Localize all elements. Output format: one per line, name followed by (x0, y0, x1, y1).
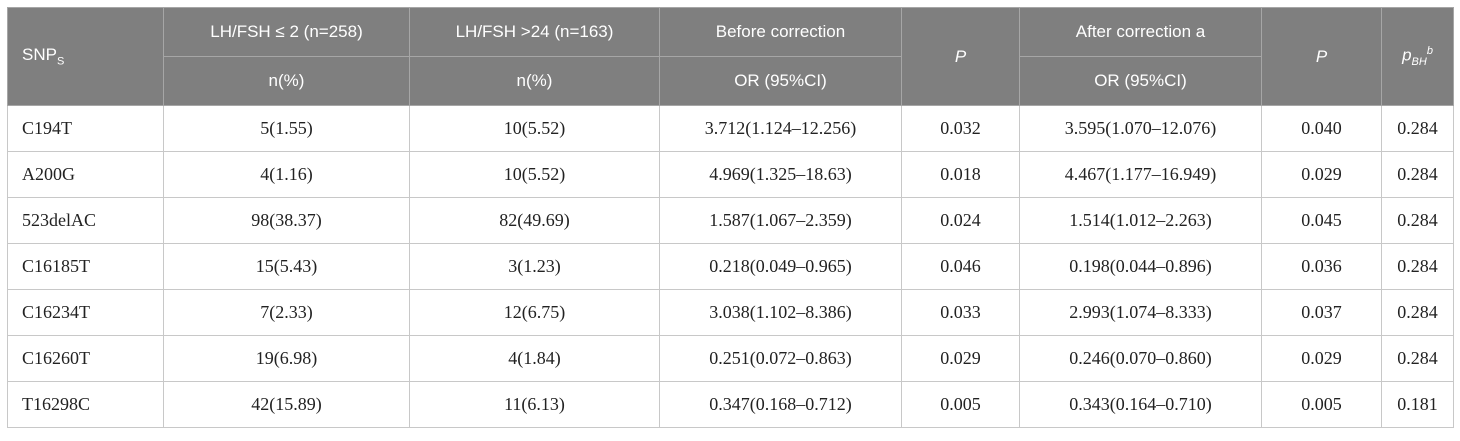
header-or-before: OR (95%CI) (659, 56, 902, 106)
cell-group2: 3(1.23) (409, 243, 660, 290)
cell-snp: C16185T (7, 243, 164, 290)
header-pbh-base: p (1402, 45, 1412, 65)
cell-snp: A200G (7, 151, 164, 198)
cell-pbh: 0.284 (1381, 151, 1454, 198)
header-n-group1: n(%) (163, 56, 410, 106)
cell-pbh: 0.181 (1381, 381, 1454, 428)
header-group1: LH/FSH ≤ 2 (n=258) (163, 7, 410, 57)
header-snps: SNPS (7, 7, 164, 106)
cell-group1: 42(15.89) (163, 381, 410, 428)
cell-or-after: 2.993(1.074–8.333) (1019, 289, 1262, 336)
header-before-correction: Before correction (659, 7, 902, 57)
cell-or-after: 4.467(1.177–16.949) (1019, 151, 1262, 198)
header-row-1: SNPS LH/FSH ≤ 2 (n=258) LH/FSH >24 (n=16… (7, 7, 1454, 106)
table-row: C16234T 7(2.33) 12(6.75) 3.038(1.102–8.3… (7, 289, 1454, 336)
table-body: C194T 5(1.55) 10(5.52) 3.712(1.124–12.25… (7, 105, 1454, 428)
cell-pbh: 0.284 (1381, 197, 1454, 244)
header-n-group2: n(%) (409, 56, 660, 106)
cell-group1: 5(1.55) (163, 105, 410, 152)
results-table: SNPS LH/FSH ≤ 2 (n=258) LH/FSH >24 (n=16… (7, 7, 1454, 428)
cell-snp: C16234T (7, 289, 164, 336)
cell-or-before: 3.712(1.124–12.256) (659, 105, 902, 152)
cell-pbh: 0.284 (1381, 243, 1454, 290)
cell-group1: 19(6.98) (163, 335, 410, 382)
cell-group2: 10(5.52) (409, 151, 660, 198)
header-pbh: pBHb (1381, 7, 1454, 106)
header-snps-text: SNP (22, 45, 57, 65)
header-or-after: OR (95%CI) (1019, 56, 1262, 106)
cell-snp: C16260T (7, 335, 164, 382)
cell-snp: C194T (7, 105, 164, 152)
table-row: A200G 4(1.16) 10(5.52) 4.969(1.325–18.63… (7, 151, 1454, 198)
cell-p-before: 0.033 (901, 289, 1020, 336)
table-header: SNPS LH/FSH ≤ 2 (n=258) LH/FSH >24 (n=16… (7, 7, 1454, 106)
cell-or-before: 0.347(0.168–0.712) (659, 381, 902, 428)
cell-p-after: 0.040 (1261, 105, 1382, 152)
header-snps-subscript: S (56, 55, 65, 68)
header-row-2: n(%) n(%) OR (95%CI) OR (95%CI) (8, 56, 1454, 106)
cell-pbh: 0.284 (1381, 289, 1454, 336)
table-row: C16185T 15(5.43) 3(1.23) 0.218(0.049–0.9… (7, 243, 1454, 290)
cell-snp: T16298C (7, 381, 164, 428)
cell-group2: 10(5.52) (409, 105, 660, 152)
table-row: C194T 5(1.55) 10(5.52) 3.712(1.124–12.25… (7, 105, 1454, 152)
cell-group2: 11(6.13) (409, 381, 660, 428)
cell-or-before: 4.969(1.325–18.63) (659, 151, 902, 198)
table-row: 523delAC 98(38.37) 82(49.69) 1.587(1.067… (7, 197, 1454, 244)
cell-p-after: 0.037 (1261, 289, 1382, 336)
cell-p-before: 0.046 (901, 243, 1020, 290)
cell-group1: 15(5.43) (163, 243, 410, 290)
cell-or-after: 3.595(1.070–12.076) (1019, 105, 1262, 152)
cell-p-before: 0.032 (901, 105, 1020, 152)
cell-or-before: 1.587(1.067–2.359) (659, 197, 902, 244)
table-row: C16260T 19(6.98) 4(1.84) 0.251(0.072–0.8… (7, 335, 1454, 382)
header-p-before: P (901, 7, 1020, 106)
cell-p-after: 0.005 (1261, 381, 1382, 428)
cell-or-before: 0.218(0.049–0.965) (659, 243, 902, 290)
cell-group1: 98(38.37) (163, 197, 410, 244)
cell-or-after: 1.514(1.012–2.263) (1019, 197, 1262, 244)
cell-p-before: 0.005 (901, 381, 1020, 428)
cell-p-before: 0.024 (901, 197, 1020, 244)
cell-or-after: 0.343(0.164–0.710) (1019, 381, 1262, 428)
cell-pbh: 0.284 (1381, 105, 1454, 152)
cell-group2: 82(49.69) (409, 197, 660, 244)
cell-group2: 12(6.75) (409, 289, 660, 336)
header-pbh-superscript: b (1426, 44, 1433, 57)
header-p-after: P (1261, 7, 1382, 106)
cell-p-before: 0.018 (901, 151, 1020, 198)
cell-p-before: 0.029 (901, 335, 1020, 382)
cell-pbh: 0.284 (1381, 335, 1454, 382)
cell-p-after: 0.045 (1261, 197, 1382, 244)
header-pbh-subscript: BH (1411, 56, 1427, 69)
cell-group1: 7(2.33) (163, 289, 410, 336)
header-group2: LH/FSH >24 (n=163) (409, 7, 660, 57)
table-row: T16298C 42(15.89) 11(6.13) 0.347(0.168–0… (7, 381, 1454, 428)
cell-group2: 4(1.84) (409, 335, 660, 382)
cell-snp: 523delAC (7, 197, 164, 244)
cell-p-after: 0.029 (1261, 335, 1382, 382)
cell-group1: 4(1.16) (163, 151, 410, 198)
cell-or-before: 3.038(1.102–8.386) (659, 289, 902, 336)
results-table-container: SNPS LH/FSH ≤ 2 (n=258) LH/FSH >24 (n=16… (7, 7, 1454, 428)
cell-p-after: 0.036 (1261, 243, 1382, 290)
cell-or-after: 0.198(0.044–0.896) (1019, 243, 1262, 290)
cell-p-after: 0.029 (1261, 151, 1382, 198)
cell-or-before: 0.251(0.072–0.863) (659, 335, 902, 382)
header-after-correction: After correction a (1019, 7, 1262, 57)
cell-or-after: 0.246(0.070–0.860) (1019, 335, 1262, 382)
